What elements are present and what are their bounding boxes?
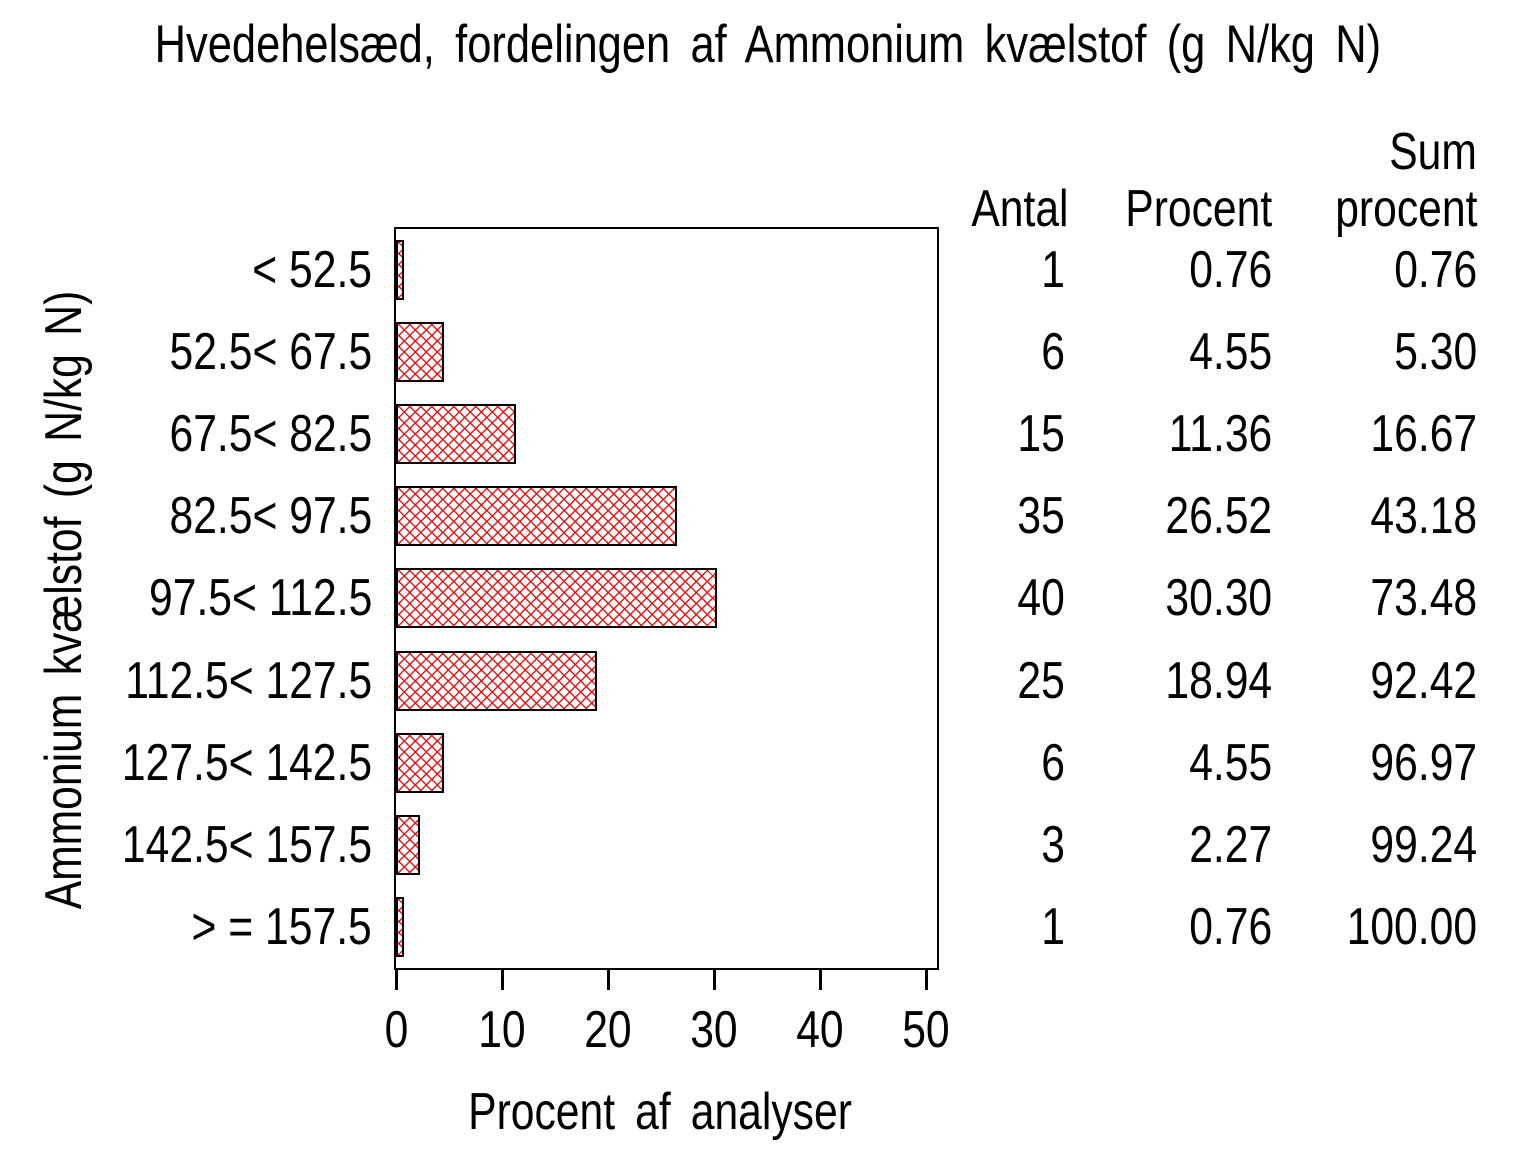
- cell-antal: 40: [1017, 569, 1065, 628]
- table-row: 6 4.55 5.30: [950, 311, 1477, 393]
- cell-antal: 1: [1041, 241, 1065, 300]
- bar: [396, 240, 405, 301]
- bar: [396, 486, 678, 547]
- table-row: 40 30.30 73.48: [950, 557, 1477, 639]
- cell-procent: 4.55: [1189, 323, 1272, 382]
- plot-row: [396, 557, 937, 639]
- cell-sum-procent: 43.18: [1370, 487, 1477, 546]
- category-label: 112.5< 127.5: [125, 651, 372, 710]
- table-row: 1 0.76 0.76: [950, 229, 1477, 311]
- freq-table-body: 1 0.76 0.76 6 4.55 5.30 15 11.36 16.67 35 26.52 43.…: [950, 229, 1477, 968]
- plot-area: [394, 227, 939, 970]
- cell-sum-procent: 92.42: [1370, 651, 1477, 710]
- plot-row: [396, 311, 937, 393]
- cell-procent: 4.55: [1189, 733, 1272, 792]
- x-axis-tick-label: 10: [478, 1001, 526, 1059]
- cell-antal: 35: [1017, 487, 1065, 546]
- cell-procent: 26.52: [1165, 487, 1272, 546]
- x-axis-tick: [712, 970, 716, 990]
- plot-row: [396, 640, 937, 722]
- x-axis-tick: [606, 970, 610, 990]
- table-header-sum-procent: Sum procent: [1334, 123, 1477, 238]
- category-label: < 52.5: [252, 241, 372, 300]
- x-axis-tick: [500, 970, 504, 990]
- table-row: 35 26.52 43.18: [950, 475, 1477, 557]
- x-axis-tick-label: 20: [584, 1001, 632, 1059]
- bar: [396, 404, 517, 465]
- table-row: 25 18.94 92.42: [950, 640, 1477, 722]
- table-row: 15 11.36 16.67: [950, 393, 1477, 475]
- cell-procent: 30.30: [1165, 569, 1272, 628]
- cell-procent: 0.76: [1189, 897, 1272, 956]
- cell-sum-procent: 16.67: [1370, 405, 1477, 464]
- category-label: 52.5< 67.5: [169, 323, 372, 382]
- cell-antal: 25: [1017, 651, 1065, 710]
- x-axis-title-text: Procent af analyser: [468, 1083, 852, 1141]
- category-label: > = 157.5: [191, 897, 372, 956]
- bar: [396, 896, 405, 957]
- freq-table-header: Antal Procent Sum procent: [950, 120, 1477, 238]
- cell-sum-procent: 100.00: [1346, 897, 1477, 956]
- table-header-antal: Antal: [971, 180, 1069, 238]
- bar: [396, 814, 421, 875]
- chart-title: Hvedehelsæd, fordelingen af Ammonium kvæ…: [0, 14, 1536, 75]
- table-header-procent: Procent: [1125, 180, 1272, 238]
- cell-sum-procent: 73.48: [1370, 569, 1477, 628]
- plot-row: [396, 229, 937, 311]
- table-row: 1 0.76 100.00: [950, 886, 1477, 968]
- plot-row: [396, 804, 937, 886]
- category-label: 142.5< 157.5: [121, 815, 372, 874]
- cell-sum-procent: 0.76: [1394, 241, 1477, 300]
- category-label: 67.5< 82.5: [169, 405, 372, 464]
- category-label: 97.5< 112.5: [148, 569, 372, 628]
- cell-sum-procent: 96.97: [1370, 733, 1477, 792]
- bar: [396, 650, 597, 711]
- cell-antal: 6: [1041, 323, 1065, 382]
- x-axis-title: Procent af analyser: [360, 1082, 960, 1142]
- x-axis-tick-label: 40: [796, 1001, 844, 1059]
- bar: [396, 568, 718, 629]
- cell-procent: 18.94: [1165, 651, 1272, 710]
- x-axis-tick: [394, 970, 398, 990]
- plot-row: [396, 393, 937, 475]
- plot-row: [396, 722, 937, 804]
- cell-procent: 0.76: [1189, 241, 1272, 300]
- cell-antal: 6: [1041, 733, 1065, 792]
- x-axis-tick-label: 0: [384, 1001, 408, 1059]
- bar: [396, 322, 445, 383]
- cell-procent: 11.36: [1168, 405, 1272, 464]
- category-labels: < 52.5 52.5< 67.5 67.5< 82.5 82.5< 97.5 97.5…: [80, 229, 372, 968]
- table-row: 6 4.55 96.97: [950, 722, 1477, 804]
- category-label: 127.5< 142.5: [121, 733, 372, 792]
- cell-antal: 15: [1017, 405, 1065, 464]
- cell-antal: 1: [1041, 897, 1065, 956]
- cell-sum-procent: 5.30: [1394, 323, 1477, 382]
- chart-title-text: Hvedehelsæd, fordelingen af Ammonium kvæ…: [154, 15, 1382, 74]
- plot-row: [396, 886, 937, 968]
- x-axis-tick: [818, 970, 822, 990]
- category-label: 82.5< 97.5: [169, 487, 372, 546]
- bar: [396, 732, 445, 793]
- x-axis-tick: [924, 970, 928, 990]
- plot-row: [396, 475, 937, 557]
- cell-sum-procent: 99.24: [1370, 815, 1477, 874]
- cell-procent: 2.27: [1189, 815, 1272, 874]
- cell-antal: 3: [1041, 815, 1065, 874]
- x-axis-tick-label: 30: [690, 1001, 738, 1059]
- x-axis-tick-label: 50: [902, 1001, 950, 1059]
- table-row: 3 2.27 99.24: [950, 804, 1477, 886]
